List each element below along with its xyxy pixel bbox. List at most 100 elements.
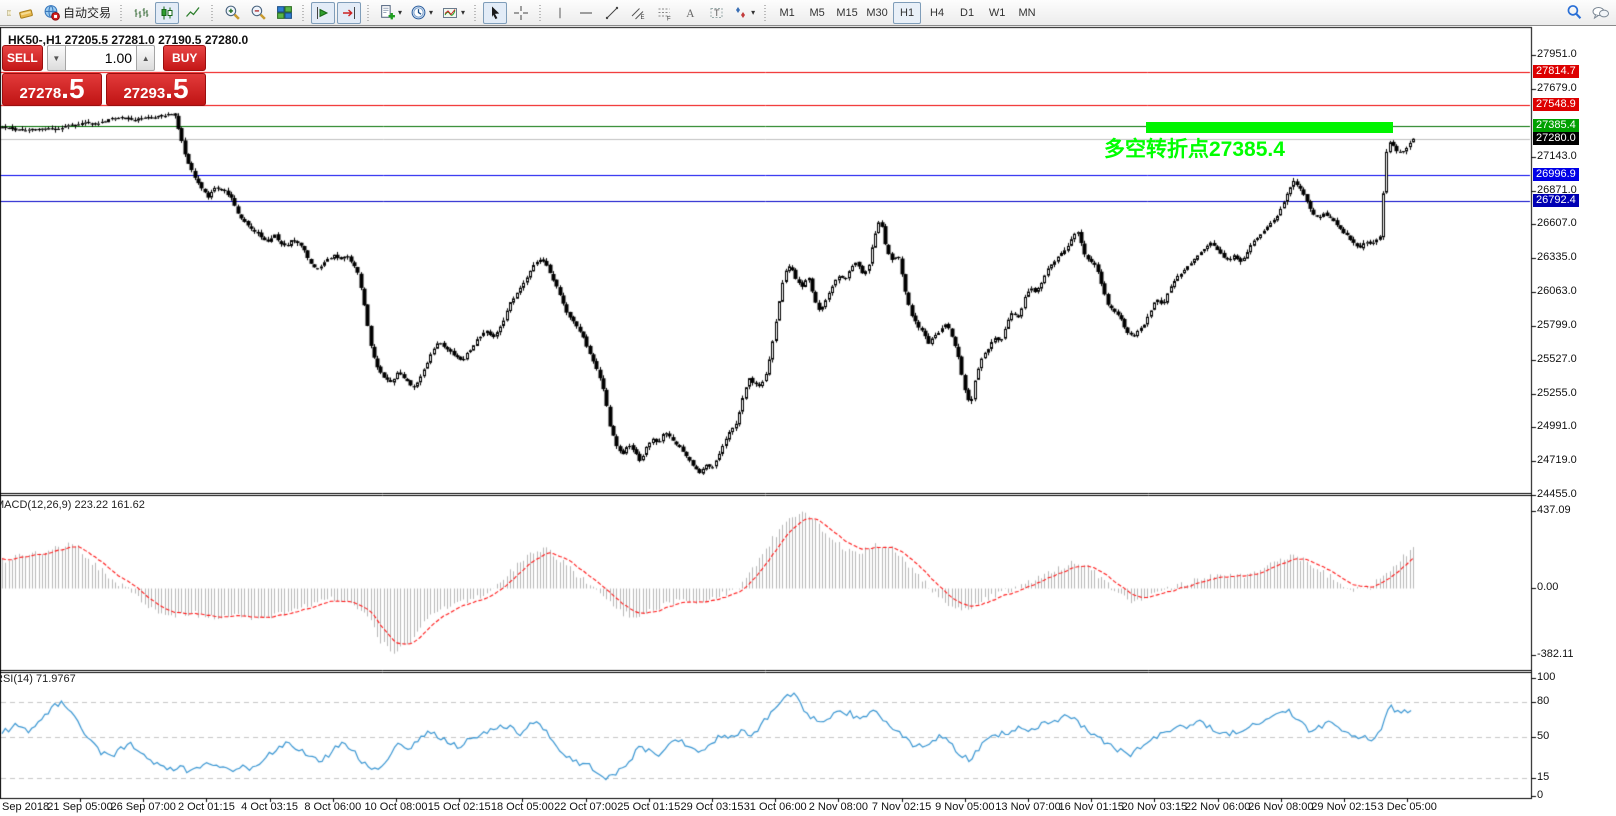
indicators-caret: ▾ (461, 8, 466, 17)
zoom-in-icon[interactable] (220, 2, 244, 24)
price-tick-label: 0.00 (1537, 581, 1559, 593)
cursor-tool-icon[interactable] (483, 1, 508, 24)
price-tick-label: 25527.0 (1537, 352, 1577, 365)
svg-text:A: A (686, 8, 695, 20)
price-tick-label: 24455.0 (1537, 487, 1577, 500)
auto-scroll-icon[interactable] (311, 1, 336, 24)
line-chart-type-icon[interactable] (181, 2, 205, 24)
equidistant-channel-tool-icon[interactable]: E (626, 2, 650, 24)
autotrading-button[interactable]: 自动交易 (40, 2, 114, 24)
time-axis-label: 4 Oct 03:15 (241, 801, 299, 813)
price-tick-label: 27951.0 (1537, 47, 1577, 60)
volume-increase-button[interactable]: ▲ (136, 45, 156, 71)
bar-chart-type-icon[interactable] (129, 2, 153, 24)
toolbar-grip[interactable] (365, 2, 373, 23)
price-tick-label: 15 (1537, 771, 1550, 784)
new-chart-icon[interactable]: ▾ (376, 2, 405, 24)
timeframes-caret: ▾ (429, 8, 434, 17)
turning-point-highlight-bar (1146, 122, 1393, 133)
buy-button[interactable]: BUY (163, 45, 206, 71)
text-tool-icon[interactable]: A (678, 2, 702, 24)
arrows-tool-icon[interactable]: ▾ (730, 2, 758, 24)
tab-timeframe-h4[interactable]: H4 (930, 6, 945, 19)
time-axis-label: 22 Nov 06:00 (1184, 801, 1251, 813)
search-icon[interactable] (1562, 2, 1586, 24)
crosshair-tool-icon[interactable] (509, 2, 533, 24)
time-axis-label: 10 Oct 08:00 (364, 801, 428, 813)
trendline-tool-icon[interactable] (600, 2, 624, 24)
time-axis-label: 26 Nov 08:00 (1248, 801, 1314, 813)
volume-decrease-button[interactable]: ▼ (46, 45, 67, 71)
zoom-out-icon[interactable] (246, 2, 270, 24)
toolbar-grip[interactable] (118, 2, 126, 23)
time-axis-label: 7 Nov 02:15 (871, 801, 932, 813)
sell-button[interactable]: SELL (2, 45, 43, 71)
price-level-badge: 26996.9 (1533, 167, 1579, 181)
price-tick-label: 26063.0 (1537, 285, 1577, 298)
timeframes-clock-icon[interactable]: ▾ (407, 2, 436, 24)
time-axis-label: 31 Oct 06:00 (743, 801, 807, 813)
sell-price-frac: .5 (61, 73, 85, 104)
buy-price-main: 27293 (123, 85, 166, 102)
toolbar-grip[interactable] (762, 2, 770, 23)
time-axis-label: 26 Sep 07:00 (110, 801, 176, 813)
svg-text:F: F (667, 16, 671, 21)
chat-icon[interactable] (1588, 2, 1613, 24)
toolbar-grip[interactable] (537, 2, 545, 23)
clipped-toolbar-icon[interactable] (3, 2, 12, 24)
tab-timeframe-d1[interactable]: D1 (960, 6, 975, 19)
price-tick-label: 100 (1537, 671, 1556, 683)
time-axis-label: 13 Nov 07:00 (995, 801, 1061, 813)
buy-price-frac: .5 (165, 73, 189, 104)
macd-indicator-label: MACD(12,26,9) 223.22 161.62 (0, 499, 145, 511)
time-axis-label: 18 Oct 05:00 (490, 801, 554, 813)
price-level-badge: 27548.9 (1533, 98, 1579, 112)
price-level-badge: 27814.7 (1533, 65, 1579, 79)
toolbar-grip[interactable] (209, 2, 217, 23)
time-axis-label: 29 Nov 02:15 (1311, 801, 1377, 813)
time-axis-label: 9 Nov 05:00 (935, 801, 995, 813)
price-tick-label: -382.11 (1537, 648, 1574, 661)
tab-timeframe-m15[interactable]: M15 (836, 6, 858, 19)
time-axis-label: 25 Oct 01:15 (617, 801, 681, 813)
price-tick-label: 50 (1537, 730, 1550, 742)
text-label-tool-icon[interactable]: T (704, 2, 728, 24)
svg-text:E: E (640, 15, 644, 21)
turning-point-annotation: 多空转折点27385.4 (1104, 138, 1285, 161)
tab-timeframe-m30[interactable]: M30 (866, 6, 888, 19)
buy-price-display[interactable]: 27293 .5 (106, 73, 206, 106)
toolbar: 自动交易 ▾ ▾ ▾ E F A T ▾ M1 M5 M15 M30 H1 H4… (0, 0, 1616, 26)
price-tick-label: 25255.0 (1537, 387, 1577, 400)
rsi-indicator-label: RSI(14) 71.9767 (0, 673, 76, 685)
time-axis-label: 2 Nov 08:00 (808, 801, 869, 813)
price-tick-label: 437.09 (1537, 503, 1571, 516)
tab-timeframe-w1[interactable]: W1 (988, 6, 1006, 19)
tile-windows-icon[interactable] (272, 2, 296, 24)
chart-shift-icon[interactable] (337, 1, 362, 24)
tab-timeframe-m5[interactable]: M5 (809, 6, 825, 19)
tab-timeframe-m1[interactable]: M1 (779, 6, 795, 19)
volume-input[interactable] (66, 45, 137, 71)
candlestick-chart-type-icon[interactable] (155, 1, 180, 24)
new-order-gold-icon[interactable] (14, 2, 38, 24)
sell-price-display[interactable]: 27278 .5 (2, 73, 102, 106)
fibonacci-tool-icon[interactable]: F (652, 2, 676, 24)
toolbar-grip[interactable] (300, 2, 308, 23)
tab-timeframe-h1[interactable]: H1 (893, 1, 922, 24)
price-level-badge: 26792.4 (1533, 193, 1579, 207)
time-axis-label: 16 Nov 01:15 (1058, 801, 1124, 813)
tab-timeframe-mn[interactable]: MN (1018, 6, 1036, 19)
price-tick-label: 26607.0 (1537, 216, 1577, 229)
chart-title: HK50-,H1 27205.5 27281.0 27190.5 27280.0 (8, 33, 249, 47)
time-axis-label: 15 Oct 02:15 (427, 801, 491, 813)
vertical-line-tool-icon[interactable] (548, 2, 572, 24)
price-tick-label: 25799.0 (1537, 318, 1577, 331)
indicators-icon[interactable]: ▾ (438, 2, 468, 24)
sell-price-main: 27278 (19, 85, 62, 102)
price-tick-label: 27143.0 (1537, 149, 1577, 162)
horizontal-line-tool-icon[interactable] (574, 2, 598, 24)
arrows-caret: ▾ (751, 8, 756, 17)
toolbar-grip[interactable] (472, 2, 480, 23)
